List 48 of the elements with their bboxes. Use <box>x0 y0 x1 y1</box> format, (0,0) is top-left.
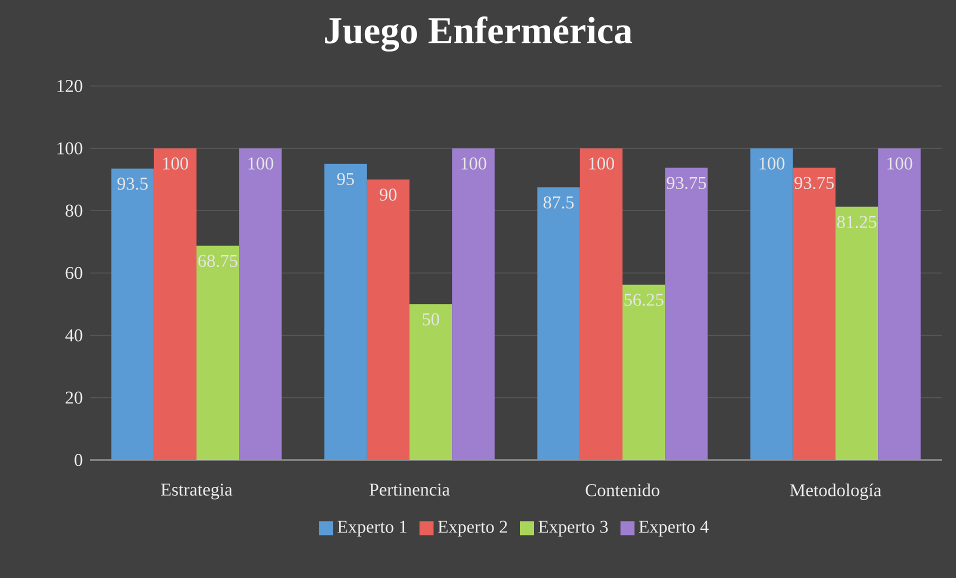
x-tick-label: Estrategia <box>161 484 232 500</box>
y-tick-label: 60 <box>66 266 82 280</box>
legend-label: Experto 4 <box>639 520 709 536</box>
bar <box>324 164 367 460</box>
bar <box>154 148 197 460</box>
legend-label: Experto 2 <box>438 520 508 537</box>
data-label: 100 <box>248 157 274 170</box>
data-label: 100 <box>461 157 486 170</box>
y-tick-label: 80 <box>66 204 82 217</box>
legend-label: Experto 3 <box>538 520 608 537</box>
y-tick-label: 40 <box>65 329 82 342</box>
bar <box>111 168 154 460</box>
data-label: 81.25 <box>837 216 876 228</box>
bar <box>580 148 622 460</box>
x-tick-label: Pertinencia <box>370 484 450 496</box>
data-label: 56.25 <box>624 294 664 306</box>
bar <box>537 187 580 460</box>
bar <box>239 148 282 460</box>
bar <box>792 168 836 460</box>
y-tick-label: 120 <box>58 80 82 92</box>
bar <box>750 148 793 460</box>
data-label: 93.5 <box>117 178 148 190</box>
data-label: 100 <box>163 157 188 170</box>
bar <box>665 168 708 460</box>
chart-title: Juego Enfermérica <box>325 16 632 52</box>
x-tick-label: Contenido <box>586 484 660 496</box>
data-label: 100 <box>589 157 614 170</box>
y-tick-label: 0 <box>74 454 82 466</box>
y-tick-label: 20 <box>66 392 82 404</box>
bar <box>622 284 666 460</box>
data-label: 93.75 <box>794 176 834 190</box>
bar <box>836 206 878 460</box>
bar <box>410 304 452 460</box>
data-label: 100 <box>887 157 912 170</box>
y-tick-label: 100 <box>58 142 82 154</box>
data-label: 87.5 <box>544 196 574 209</box>
bar <box>878 148 921 460</box>
bar <box>196 246 240 460</box>
data-label: 90 <box>380 188 397 201</box>
x-tick-label: Metodología <box>790 484 882 500</box>
data-label: 50 <box>422 313 440 326</box>
data-label: 93.75 <box>666 176 706 190</box>
bar <box>366 180 410 460</box>
data-label: 95 <box>337 172 354 186</box>
data-label: 100 <box>760 157 784 170</box>
legend-label: Experto 1 <box>338 520 406 536</box>
data-label: 68.75 <box>198 254 238 268</box>
bar <box>452 148 495 460</box>
